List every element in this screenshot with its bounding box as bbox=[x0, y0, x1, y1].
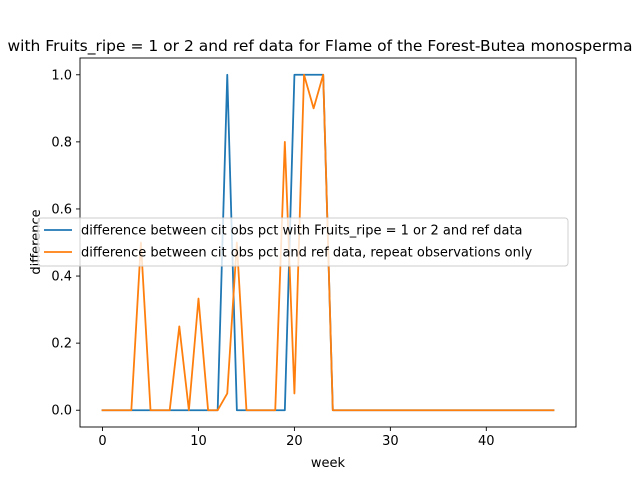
y-tick-label: 0.6 bbox=[51, 202, 72, 217]
y-tick-label: 0.0 bbox=[51, 404, 72, 419]
x-axis-label: week bbox=[311, 456, 346, 471]
x-tick-label: 20 bbox=[286, 434, 303, 449]
legend: difference between cit obs pct with Frui… bbox=[37, 217, 569, 267]
x-tick-label: 0 bbox=[98, 434, 106, 449]
legend-box bbox=[37, 217, 569, 267]
legend-label: difference between cit obs pct and ref d… bbox=[81, 246, 532, 261]
y-tick-label: 0.8 bbox=[51, 135, 72, 150]
x-tick-label: 30 bbox=[382, 434, 399, 449]
x-tick-label: 40 bbox=[478, 434, 495, 449]
y-tick-label: 0.4 bbox=[51, 270, 72, 285]
y-tick-label: 1.0 bbox=[51, 68, 72, 83]
legend-label: difference between cit obs pct with Frui… bbox=[81, 224, 523, 239]
chart-title: with Fruits_ripe = 1 or 2 and ref data f… bbox=[7, 37, 632, 56]
x-tick-label: 10 bbox=[190, 434, 207, 449]
y-tick-label: 0.2 bbox=[51, 337, 72, 352]
